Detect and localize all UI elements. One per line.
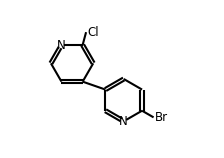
Text: Br: Br bbox=[155, 111, 168, 124]
Text: N: N bbox=[57, 39, 66, 52]
Text: Cl: Cl bbox=[87, 26, 99, 39]
Text: N: N bbox=[119, 115, 128, 128]
